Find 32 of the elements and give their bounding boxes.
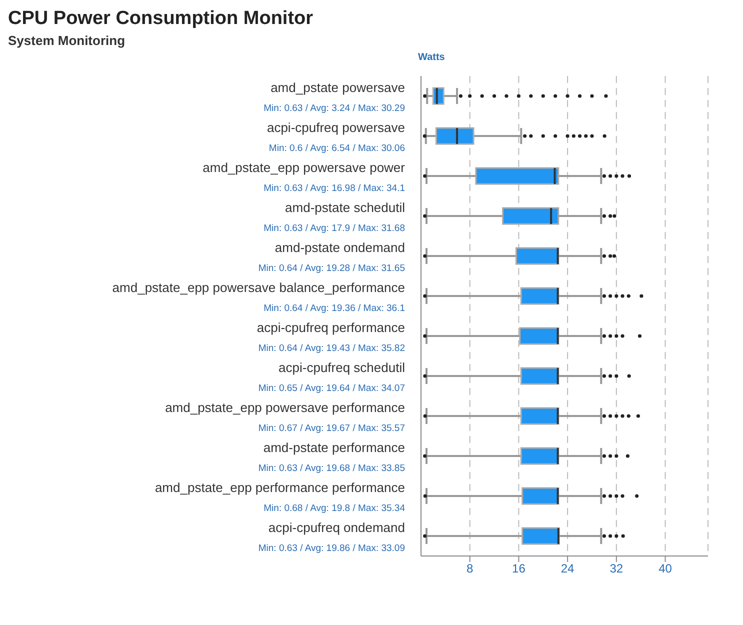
text: Min: 0.6 / Avg: 6.54 / Max: 30.06 <box>268 143 405 154</box>
y-tick-label: amd_pstate_epp powersave balance_performance <box>112 280 405 295</box>
y-tick-label: amd-pstate performance <box>263 440 405 455</box>
text: Min: 0.64 / Avg: 19.43 / Max: 35.82 <box>258 343 405 354</box>
x-tick-label: 16 <box>512 562 526 576</box>
text: Min: 0.68 / Avg: 19.8 / Max: 35.34 <box>264 503 405 514</box>
x-tick-label: 24 <box>560 562 575 576</box>
text: Min: 0.63 / Avg: 17.9 / Max: 31.68 <box>264 223 405 234</box>
text: Min: 0.64 / Avg: 19.36 / Max: 36.1 <box>264 303 405 314</box>
y-tick-label: amd_pstate_epp powersave power <box>202 160 406 175</box>
y-tick-label: amd_pstate_epp performance performance <box>154 480 405 495</box>
text: Min: 0.63 / Avg: 16.98 / Max: 34.1 <box>264 183 405 194</box>
y-tick-label: acpi-cpufreq performance <box>256 320 405 335</box>
y-tick-label: amd-pstate ondemand <box>274 240 405 255</box>
y-tick-label: amd-pstate schedutil <box>285 200 406 215</box>
y-tick-label: acpi-cpufreq ondemand <box>268 520 405 535</box>
y-tick-label: amd_pstate powersave <box>270 80 405 95</box>
text: Min: 0.63 / Avg: 3.24 / Max: 30.29 <box>264 103 405 114</box>
y-tick-label: acpi-cpufreq powersave <box>266 120 405 135</box>
text: Min: 0.67 / Avg: 19.67 / Max: 35.57 <box>258 423 405 434</box>
text: Min: 0.64 / Avg: 19.28 / Max: 31.65 <box>258 263 405 274</box>
x-tick-label: 32 <box>610 562 624 576</box>
x-axis-title: Watts <box>418 52 445 63</box>
x-tick-label: 40 <box>658 562 672 576</box>
x-tick-label: 8 <box>466 562 474 576</box>
y-tick-label: acpi-cpufreq schedutil <box>278 360 406 375</box>
text: Min: 0.63 / Avg: 19.68 / Max: 33.85 <box>258 463 405 474</box>
text: System Monitoring <box>8 33 126 48</box>
text: Min: 0.65 / Avg: 19.64 / Max: 34.07 <box>258 383 405 394</box>
text: Min: 0.63 / Avg: 19.86 / Max: 33.09 <box>258 543 405 554</box>
y-tick-label: amd_pstate_epp powersave performance <box>165 400 405 415</box>
text: CPU Power Consumption Monitor <box>8 8 314 30</box>
